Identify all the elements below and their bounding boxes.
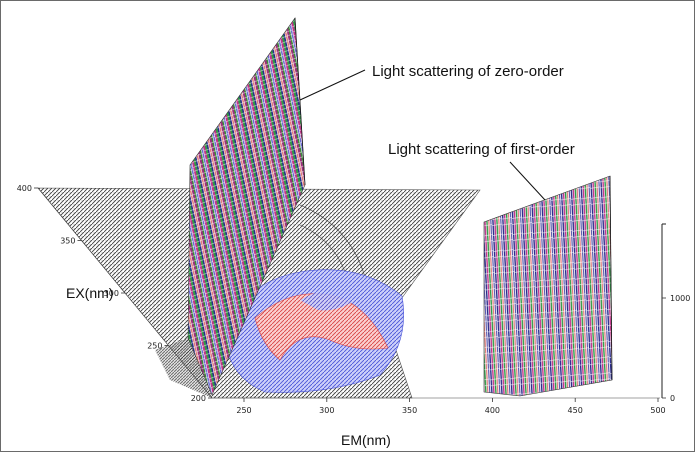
x-axis-label: EM(nm) [341,432,391,448]
z-axis [661,223,666,398]
annotation-first-order: Light scattering of first-order [388,141,575,201]
y-axis-label: EX(nm) [66,285,113,301]
y-tick-label: 300 [104,289,119,298]
x-tick-label: 400 [485,406,500,415]
annotation-zero-order-text: Light scattering of zero-order [372,63,564,80]
x-tick-labels: 250 300 350 400 450 500 [236,398,666,415]
y-tick-label: 400 [17,184,32,193]
annotation-zero-leader [299,69,366,101]
annotation-first-leader [509,161,546,201]
x-tick-label: 300 [319,406,334,415]
first-order-scatter-wall [483,175,613,397]
x-tick-label: 500 [650,406,665,415]
x-tick-label: 250 [236,406,251,415]
zero-order-scatter-wall [187,17,306,396]
y-tick-label: 350 [60,237,75,246]
y-tick-label: 200 [191,394,206,403]
z-tick-labels: 0 1000 [662,294,690,403]
annotation-first-order-text: Light scattering of first-order [388,141,575,158]
x-tick-label: 450 [568,406,583,415]
y-tick-label: 250 [147,342,162,351]
annotation-zero-order: Light scattering of zero-order [299,63,564,101]
z-tick-label: 0 [670,394,675,403]
z-tick-label: 1000 [670,294,690,303]
x-tick-label: 350 [402,406,417,415]
y-tick-labels: 200 250 300 350 400 [17,184,212,403]
fluorescence-peaks [224,269,404,393]
